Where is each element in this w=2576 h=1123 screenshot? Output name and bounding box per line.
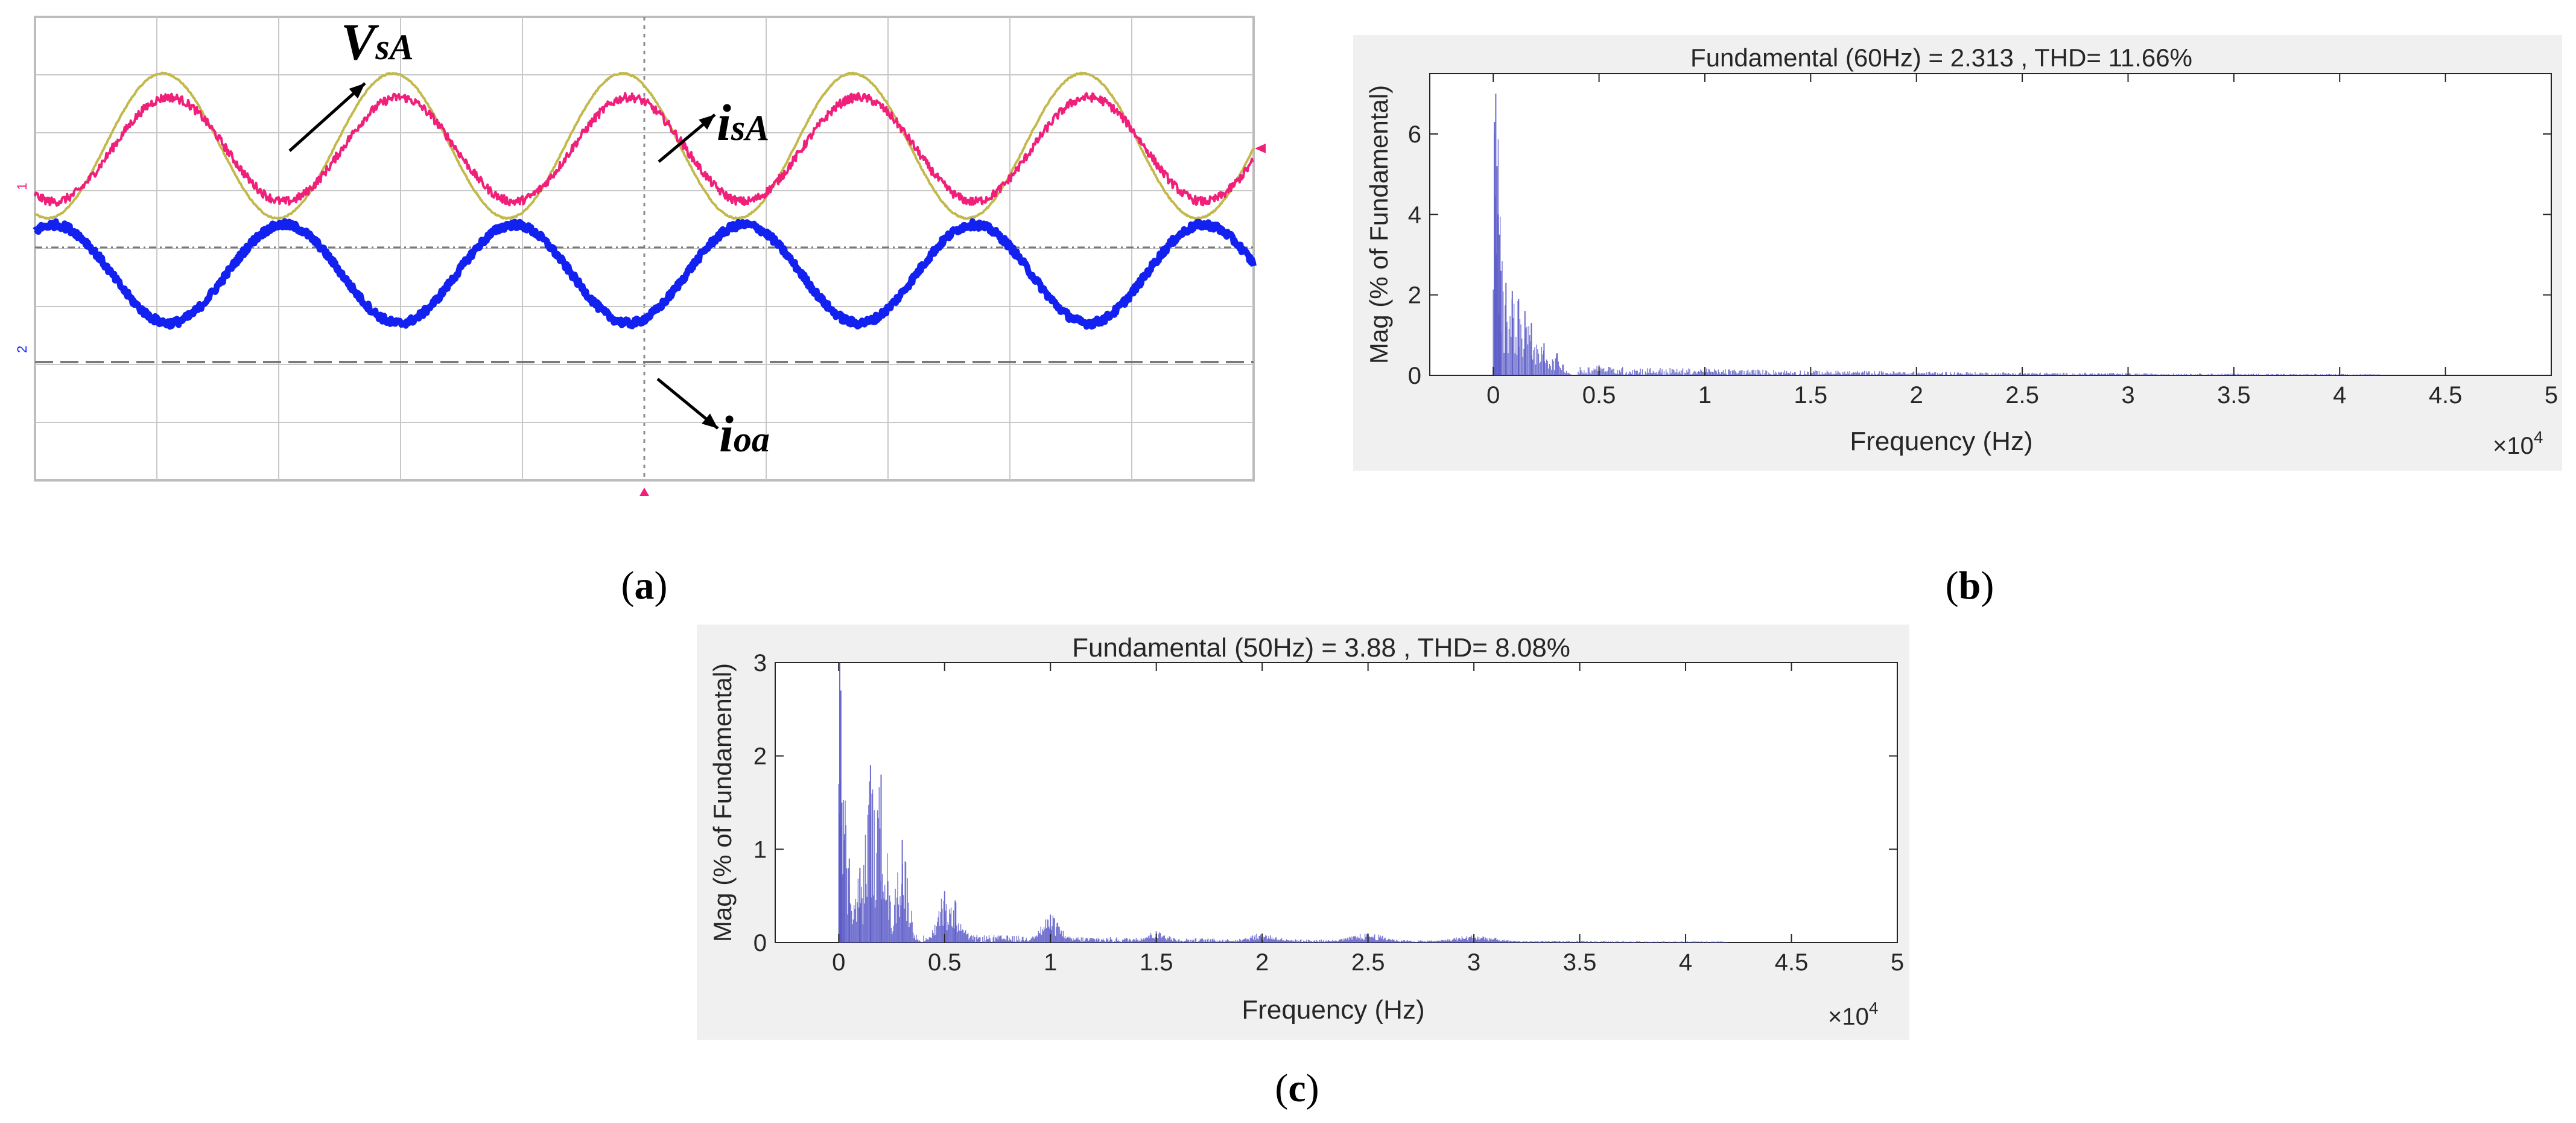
scope-grid: 12	[14, 17, 1266, 496]
caption-c: (c)	[1275, 1066, 1319, 1110]
trace-arrow-VsA	[288, 82, 366, 152]
x-tick-label: 4.5	[2429, 382, 2463, 409]
panel-c-title: Fundamental (50Hz) = 3.88 , THD= 8.08%	[1072, 633, 1570, 663]
x-tick-label: 5	[2545, 382, 2558, 409]
y-tick-label: 0	[753, 930, 767, 956]
x-tick-label: 1	[1698, 382, 1712, 409]
x-tick-label: 2	[1255, 949, 1269, 976]
scope-traces	[33, 71, 1257, 330]
y-tick-label: 3	[753, 650, 767, 676]
panel-c-ylabel: Mag (% of Fundamental)	[708, 663, 737, 942]
x-tick-label: 2.5	[1351, 949, 1385, 976]
panel-c-x-multiplier: ×104	[1828, 999, 1878, 1030]
panel-b-spectrum-bars	[1493, 94, 2380, 375]
x-tick-label: 4	[2333, 382, 2346, 409]
trace-label-ioa: ioa	[719, 405, 770, 463]
trigger-level-marker	[1255, 144, 1266, 153]
x-tick-label: 2	[1910, 382, 1923, 409]
panel-b-xlabel: Frequency (Hz)	[1850, 427, 2032, 456]
x-tick-label: 3.5	[2217, 382, 2251, 409]
panel-b-title-band	[1353, 35, 2562, 72]
panel-c-plot-area	[775, 662, 1898, 943]
x-tick-label: 3	[2121, 382, 2134, 409]
channel-marker-1: 1	[14, 183, 30, 190]
x-tick-label: 0.5	[1582, 382, 1616, 409]
y-tick-label: 0	[1408, 363, 1421, 389]
trace-VsA	[34, 71, 1255, 220]
caption-b: (b)	[1946, 564, 1994, 608]
scope-annotations: VsA isA ioa	[288, 13, 770, 463]
y-tick-label: 6	[1408, 121, 1421, 148]
panel-c-xlabel: Frequency (Hz)	[1242, 995, 1424, 1025]
panel-b-plot-area	[1429, 73, 2552, 376]
y-tick-label: 4	[1408, 202, 1421, 228]
x-tick-label: 1.5	[1794, 382, 1828, 409]
x-tick-label: 0.5	[928, 949, 962, 976]
x-tick-label: 0	[832, 949, 845, 976]
spectrum-panel-c: Fundamental (50Hz) = 3.88 , THD= 8.08% 0…	[697, 625, 1909, 1110]
trace-label-isA: isA	[717, 94, 769, 151]
spectrum-panel-b: Fundamental (60Hz) = 2.313 , THD= 11.66%…	[1353, 35, 2562, 608]
x-tick-label: 5	[1891, 949, 1904, 976]
trace-isA	[34, 92, 1254, 207]
trace-arrowhead-VsA	[349, 83, 365, 99]
panel-c-spectrum-bars	[838, 663, 1728, 943]
panel-b-ylabel: Mag (% of Fundamental)	[1365, 85, 1393, 364]
x-tick-label: 3	[1467, 949, 1480, 976]
caption-a: (a)	[621, 564, 668, 608]
x-tick-label: 2.5	[2005, 382, 2039, 409]
x-tick-label: 3.5	[1563, 949, 1597, 976]
x-tick-label: 4.5	[1775, 949, 1809, 976]
panel-b-x-multiplier: ×104	[2493, 428, 2543, 459]
trace-ioa	[33, 218, 1257, 330]
panel-c-axes: 0 0.5 1 1.5 2 2.5 3 3.5 4 4.5 5 0 1 2 3	[753, 650, 1904, 976]
x-tick-label: 1.5	[1140, 949, 1173, 976]
x-tick-label: 1	[1044, 949, 1057, 976]
panel-b-title: Fundamental (60Hz) = 2.313 , THD= 11.66%	[1690, 43, 2192, 72]
y-tick-label: 2	[1408, 282, 1421, 309]
x-tick-label: 4	[1679, 949, 1692, 976]
panel-b-axes: 0 0.5 1 1.5 2 2.5 3 3.5 4 4.5 5 0 2 4 6	[1408, 74, 2558, 409]
trace-label-VsA: VsA	[341, 13, 414, 71]
channel-marker-2: 2	[14, 346, 30, 353]
x-tick-label: 0	[1486, 382, 1500, 409]
y-tick-label: 1	[753, 836, 767, 863]
trigger-position-marker	[639, 488, 649, 496]
y-tick-label: 2	[753, 743, 767, 770]
trace-arrowhead-ioa	[702, 413, 718, 428]
trace-arrowhead-isA	[699, 115, 715, 130]
